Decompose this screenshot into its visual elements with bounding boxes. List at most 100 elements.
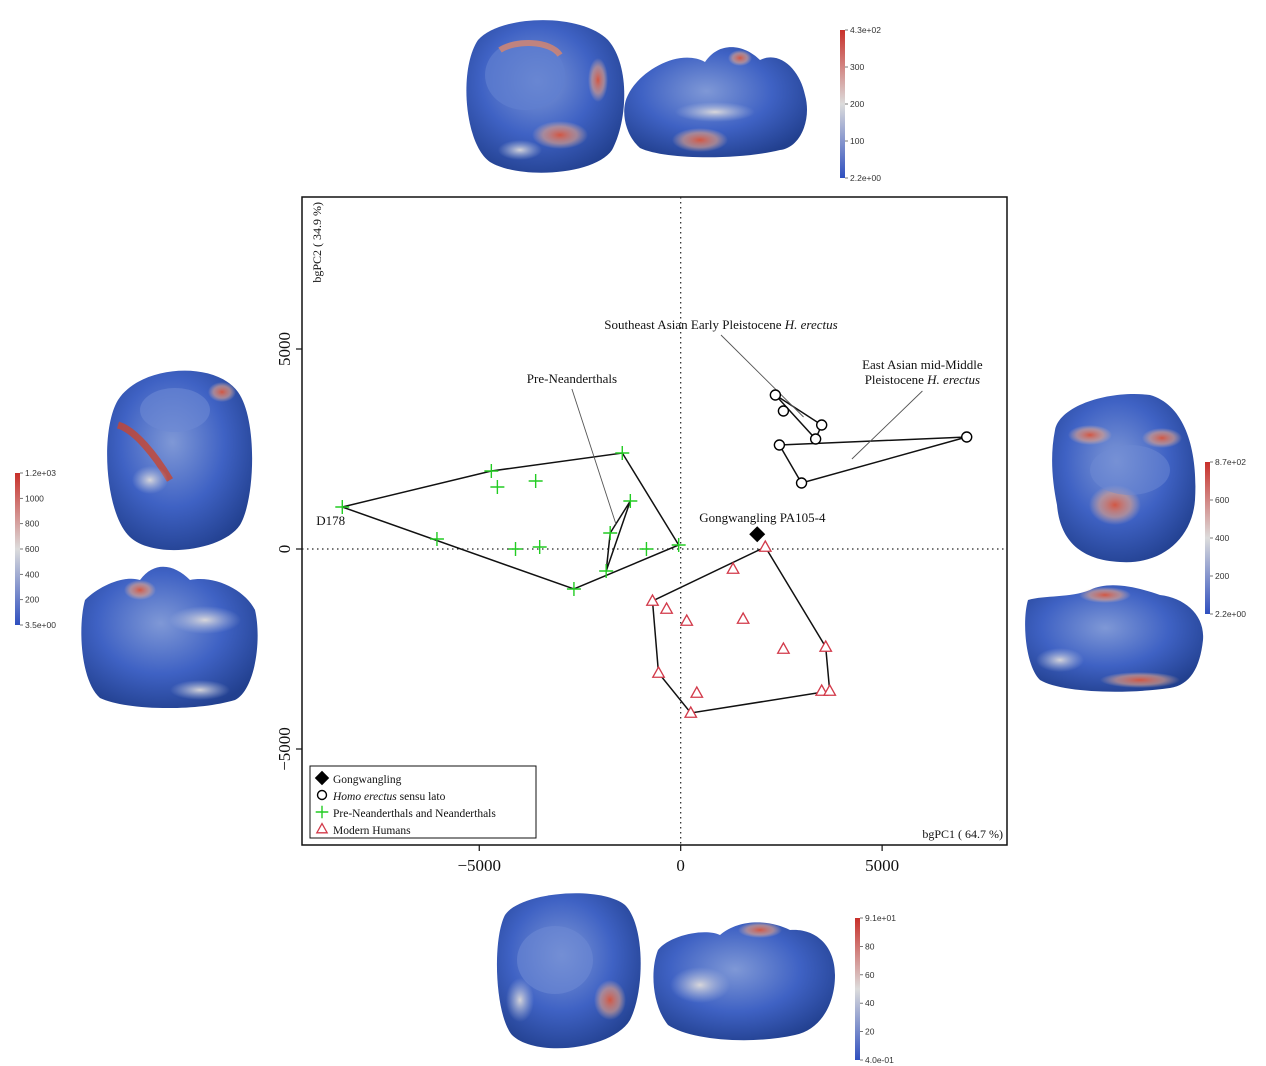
leader-line-4 <box>851 390 923 460</box>
legend-plain-part: sensu lato <box>397 791 446 803</box>
legend-symbol-circle <box>316 789 328 801</box>
annotation-label-3: Southeast Asian Early Pleistocene H. ere… <box>604 317 837 332</box>
annotations: D178 Gongwangling PA105-4 Pre-Neanderthals… <box>316 317 983 528</box>
colorbar-label-bottom-0: 9.1e+01 <box>865 913 896 923</box>
colorbar-label-right-4: 2.2e+00 <box>1215 609 1246 619</box>
leader-line-2 <box>571 388 617 526</box>
legend-italic-part: Homo erectus <box>332 791 397 803</box>
legend-label-3: Modern Humans <box>333 825 411 837</box>
colorbar-label-left-5: 200 <box>25 595 39 605</box>
point-triangle-11 <box>822 683 837 696</box>
colorbar-label-left-0: 1.2e+03 <box>25 468 56 478</box>
legend-label-1: Homo erectus sensu lato <box>332 791 446 803</box>
point-triangle-8 <box>651 665 666 678</box>
point-circle-6 <box>961 431 973 443</box>
x-tick-label-2: 5000 <box>865 856 899 875</box>
point-plus-5 <box>623 494 638 508</box>
point-plus-7 <box>429 532 444 546</box>
x-axis-label: bgPC1 ( 64.7 %) <box>922 827 1003 841</box>
colorbar-label-top-0: 4.3e+02 <box>850 25 881 35</box>
colorbar-label-right-0: 8.7e+02 <box>1215 457 1246 467</box>
point-triangle-5 <box>736 611 750 624</box>
point-circle-5 <box>795 477 808 489</box>
point-triangle-0 <box>758 539 773 552</box>
colorbar-label-bottom-1: 80 <box>865 941 875 951</box>
hull-series2-0 <box>342 452 680 590</box>
colorbar-label-top-2: 200 <box>850 99 864 109</box>
data-points <box>335 389 973 718</box>
tooth-occlusal-top <box>466 20 625 173</box>
annotation-line-4-1: Pleistocene H. erectus <box>865 372 980 387</box>
point-plus-0 <box>335 500 350 514</box>
y-tick-label-0: −5000 <box>275 727 294 771</box>
point-triangle-10 <box>814 683 829 696</box>
legend-box <box>309 765 537 839</box>
colorbar-label-right-2: 400 <box>1215 533 1229 543</box>
colorbar-label-left-1: 1000 <box>25 493 44 503</box>
colorbar-label-bottom-3: 40 <box>865 998 875 1008</box>
tooth-occlusal-bottom <box>496 893 641 1049</box>
point-plus-12 <box>599 564 614 578</box>
point-circle-2 <box>815 419 828 431</box>
point-diamond-0 <box>749 526 766 543</box>
legend-symbol-diamond <box>314 770 330 786</box>
point-plus-3 <box>528 474 543 488</box>
legend: Gongwangling Homo erectus sensu lato Pre-N… <box>309 765 537 839</box>
point-triangle-7 <box>818 639 833 652</box>
point-circle-3 <box>809 433 822 445</box>
axis-ticks: −5000 0 5000 −5000 0 5000 <box>275 332 899 875</box>
point-circle-0 <box>769 389 782 401</box>
tooth-occlusal-left <box>107 370 253 551</box>
point-circle-4 <box>773 439 786 451</box>
tooth-lateral-left <box>81 566 258 709</box>
point-plus-2 <box>490 480 505 494</box>
y-tick-label-2: 5000 <box>275 332 294 366</box>
colorbar-label-left-6: 3.5e+00 <box>25 620 56 630</box>
colorbar-label-bottom-4: 20 <box>865 1027 875 1037</box>
point-plus-1 <box>484 464 499 478</box>
colorbar-label-bottom-2: 60 <box>865 970 875 980</box>
colorbar-label-top-1: 300 <box>850 62 864 72</box>
colorbar-bottom <box>855 918 860 1060</box>
point-triangle-2 <box>645 593 660 606</box>
y-tick-label-1: 0 <box>275 545 294 554</box>
tooth-lateral-right <box>1025 585 1204 692</box>
legend-symbol-triangle <box>315 822 329 834</box>
tooth-occlusal-right <box>1052 394 1196 563</box>
plot-frame <box>301 196 1008 846</box>
point-circle-1 <box>777 405 790 417</box>
annotation-label-2: Pre-Neanderthals <box>527 371 617 386</box>
point-plus-4 <box>615 446 630 460</box>
annotation-part-1: H. erectus <box>784 317 838 332</box>
legend-label-0: Gongwangling <box>333 774 402 786</box>
point-plus-13 <box>566 582 581 596</box>
legend-symbol-plus <box>315 805 329 819</box>
point-triangle-4 <box>679 613 694 626</box>
point-triangle-1 <box>726 561 740 574</box>
y-axis-label: bgPC2 ( 34.9 %) <box>310 202 324 283</box>
colorbars: 4.3e+023002001002.2e+001.2e+031000800600… <box>15 25 1246 1065</box>
point-triangle-6 <box>776 641 791 654</box>
colorbar-top <box>840 30 845 178</box>
x-tick-label-1: 0 <box>676 856 685 875</box>
colorbar-label-right-1: 600 <box>1215 495 1229 505</box>
colorbar-label-bottom-5: 4.0e-01 <box>865 1055 894 1065</box>
annotation-part-0: Southeast Asian Early Pleistocene <box>604 317 785 332</box>
colorbar-label-left-3: 600 <box>25 544 39 554</box>
colorbar-label-right-3: 200 <box>1215 571 1229 581</box>
point-triangle-9 <box>689 685 704 698</box>
hull-series1-1 <box>778 436 967 484</box>
x-tick-label-0: −5000 <box>457 856 501 875</box>
point-plus-6 <box>603 526 618 540</box>
colorbar-right <box>1205 462 1210 614</box>
hull-series2-1 <box>605 500 632 572</box>
reference-lines <box>302 197 1007 845</box>
point-plus-10 <box>639 542 654 556</box>
point-triangle-12 <box>683 705 698 718</box>
tooth-lateral-bottom <box>653 922 835 1041</box>
legend-label-2: Pre-Neanderthals and Neanderthals <box>333 808 496 820</box>
colorbar-label-top-3: 100 <box>850 136 864 146</box>
colorbar-label-top-4: 2.2e+00 <box>850 173 881 183</box>
tooth-lateral-top <box>624 47 808 158</box>
